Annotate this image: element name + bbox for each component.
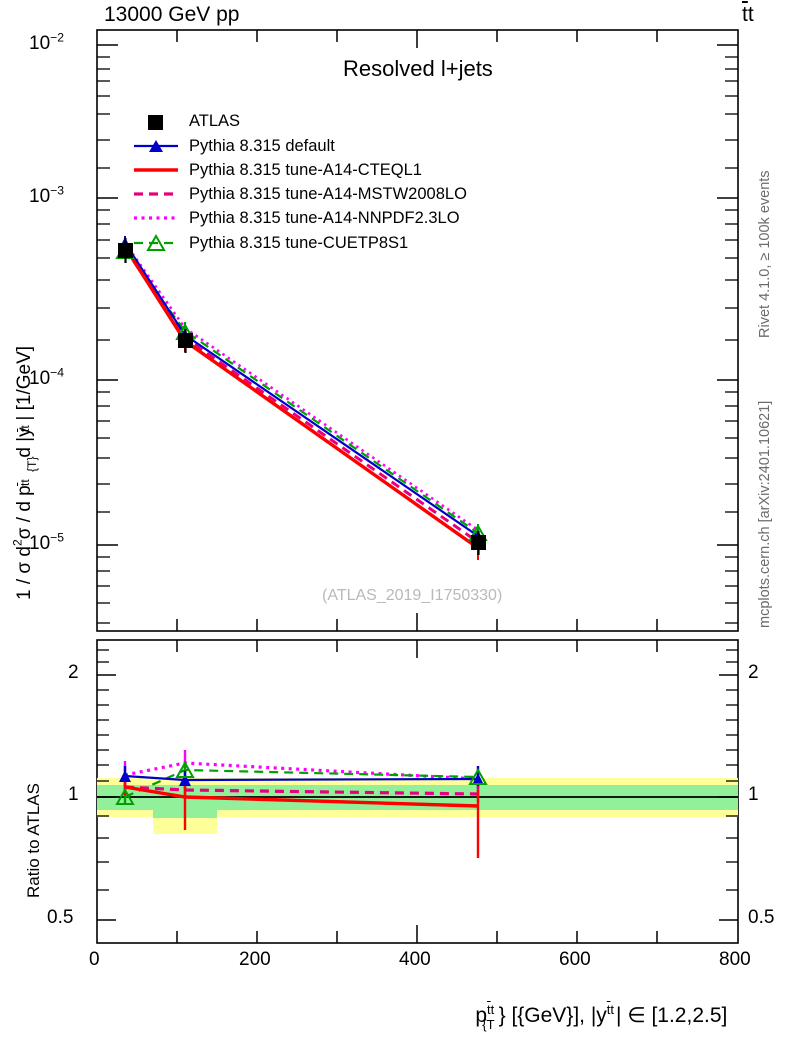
plot-page: 13000 GeV pp tt Rivet 4.1.0, ≥ 100k even… [11,3,775,1031]
analysis-watermark: (ATLAS_2019_I1750330) [322,587,503,604]
plot-canvas [96,29,739,944]
main-x-ticks [176,30,658,631]
legend-label-atlas: ATLAS [189,112,241,130]
ratio-ytick-label-1: 1 [68,784,79,805]
ratio-y-minor-ticks [97,649,738,891]
main-ytick-label-1: 10−3 [29,183,65,207]
ratio-markers [115,760,488,805]
main-ytick-label-2: 10−4 [29,365,65,389]
legend-label-mstw: Pythia 8.315 tune-A14-MSTW2008LO [189,185,467,203]
xtick-label-1: 200 [239,949,271,970]
legend-label-cuetp8s1: Pythia 8.315 tune-CUETP8S1 [189,234,409,252]
main-panel-frame [96,29,739,632]
legend-label-cteql1: Pythia 8.315 tune-A14-CTEQL1 [189,161,422,179]
main-panel-title: Resolved l+jets [343,56,493,81]
header-beam-label: 13000 GeV pp [104,3,240,26]
ratio-y-major-ticks-left [97,674,116,921]
main-y-major-ticks-left [97,44,118,546]
xtick-label-4: 800 [719,949,751,970]
atlas-data-points [118,238,486,555]
legend-marker-cuetp8s1 [146,233,166,251]
ratio-ytick-label-right-0: 2 [748,662,759,683]
xtick-label-0: 0 [89,949,100,970]
main-ytick-label-0: 10−2 [29,30,65,54]
ratio-ytick-label-0: 2 [68,662,79,683]
ratio-x-ticks [176,640,658,943]
header-process-label: tt [742,3,754,26]
legend-label-default: Pythia 8.315 default [189,137,335,155]
legend-marker-default [149,140,163,152]
legend-marker-atlas [148,115,163,130]
x-axis-label: ptt{T} [{GeV}], |ytt| ∈ [1.2,2.5] [475,1002,728,1032]
xtick-label-2: 400 [399,949,431,970]
xtick-label-3: 600 [559,949,591,970]
main-y-minor-ticks [97,56,738,624]
main-y-major-ticks-right [717,44,738,546]
legend-label-nnpdf: Pythia 8.315 tune-A14-NNPDF2.3LO [189,209,460,227]
ratio-y-axis-label: Ratio to ATLAS [24,783,43,898]
ratio-ytick-label-2: 0.5 [47,907,74,928]
main-ytick-label-3: 10−5 [29,530,65,554]
ratio-ytick-label-right-1: 1 [748,784,759,805]
ratio-ytick-label-right-2: 0.5 [748,907,775,928]
ratio-y-major-ticks-right [719,674,738,921]
legend-glyphs [134,115,178,251]
